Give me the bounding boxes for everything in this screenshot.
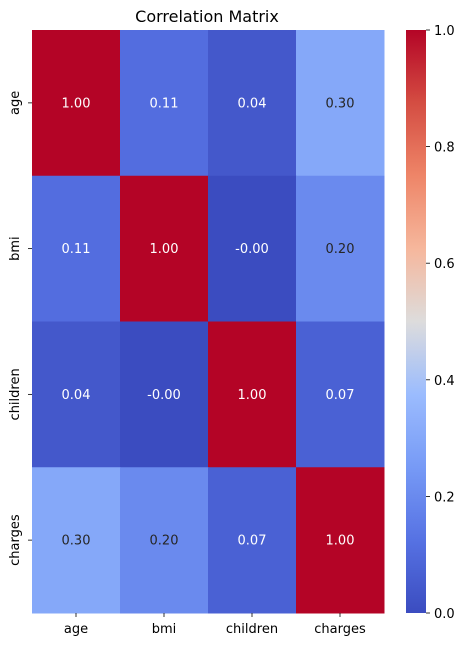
heatmap-cell <box>120 321 209 468</box>
x-axis: age bmi children charges <box>64 613 366 637</box>
heatmap-cell <box>296 30 385 177</box>
heatmap-cell <box>208 175 297 322</box>
heatmap-cell <box>120 175 209 322</box>
cell-value-label: 0.11 <box>62 242 91 257</box>
cell-value-label: 0.07 <box>238 534 267 549</box>
cell-value-label: 1.00 <box>62 96 91 111</box>
heatmap-cell <box>296 467 385 614</box>
heatmap-cell <box>208 30 297 177</box>
cell-value-label: 1.00 <box>326 534 355 549</box>
heatmap-cell <box>296 321 385 468</box>
colorbar: 0.0 0.2 0.4 0.6 0.8 1.0 <box>406 24 455 622</box>
cell-value-label: -0.00 <box>235 242 269 257</box>
y-tick-label: children <box>8 368 23 420</box>
colorbar-tick-label: 0.4 <box>434 374 455 389</box>
y-axis: age bmi children charges <box>8 91 32 566</box>
cell-value-label: 0.30 <box>326 96 355 111</box>
heatmap-cell <box>208 321 297 468</box>
colorbar-tick-label: 0.2 <box>434 490 455 505</box>
cell-value-label: 0.07 <box>326 388 355 403</box>
colorbar-tick-label: 0.6 <box>434 257 455 272</box>
cell-value-label: 1.00 <box>150 242 179 257</box>
colorbar-tick-label: 0.0 <box>434 607 455 622</box>
heatmap-cell <box>296 175 385 322</box>
cell-value-label: 1.00 <box>238 388 267 403</box>
heatmap-cell <box>120 30 209 177</box>
heatmap-cell <box>32 30 121 177</box>
y-tick-label: bmi <box>8 236 23 261</box>
heatmap-cell-labels: 1.00 0.11 0.04 0.30 0.11 1.00 -0.00 0.20 0.04 -0.… <box>62 96 355 548</box>
x-tick-label: charges <box>314 622 366 637</box>
x-tick-label: children <box>226 622 278 637</box>
heatmap-cell <box>32 175 121 322</box>
x-tick-label: age <box>64 622 88 637</box>
cell-value-label: 0.04 <box>62 388 91 403</box>
cell-value-label: 0.20 <box>150 534 179 549</box>
heatmap-cell <box>120 467 209 614</box>
cell-value-label: -0.00 <box>147 388 181 403</box>
x-tick-label: bmi <box>152 622 177 637</box>
colorbar-tick-label: 1.0 <box>434 24 455 39</box>
heatmap-cells <box>32 30 385 614</box>
colorbar-tick-label: 0.8 <box>434 141 455 156</box>
heatmap-cell <box>208 467 297 614</box>
cell-value-label: 0.04 <box>238 96 267 111</box>
heatmap-cell <box>32 467 121 614</box>
cell-value-label: 0.30 <box>62 534 91 549</box>
chart-title: Correlation Matrix <box>135 7 279 26</box>
cell-value-label: 0.11 <box>150 96 179 111</box>
y-tick-label: age <box>8 91 23 115</box>
colorbar-gradient <box>406 30 426 613</box>
cell-value-label: 0.20 <box>326 242 355 257</box>
y-tick-label: charges <box>8 514 23 566</box>
heatmap-cell <box>32 321 121 468</box>
